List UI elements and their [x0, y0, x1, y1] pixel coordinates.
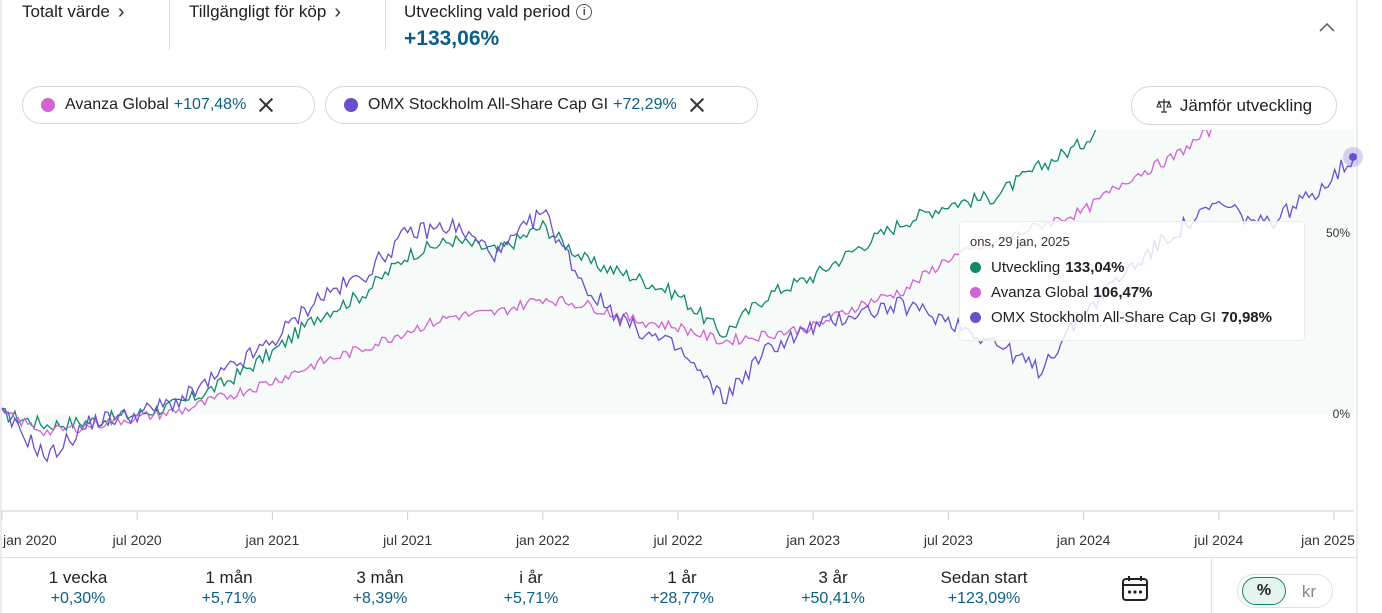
tooltip-series-name: OMX Stockholm All-Share Cap GI [991, 309, 1217, 326]
compare-chip-omx: OMX Stockholm All-Share Cap GI +72,29% [325, 86, 758, 124]
period-since-start[interactable]: Sedan start +123,09% [924, 568, 1044, 608]
close-icon[interactable] [258, 97, 274, 113]
x-tick-label: jul 2022 [652, 532, 702, 548]
period-3-years[interactable]: 3 år +50,41% [773, 568, 893, 608]
period-1-year[interactable]: 1 år +28,77% [622, 568, 742, 608]
scale-icon [1156, 98, 1172, 113]
total-value-label: Totalt värde [22, 2, 110, 21]
period-value: +5,71% [503, 590, 559, 607]
tooltip-row: Avanza Global 106,47% [970, 280, 1294, 305]
compare-button[interactable]: Jämför utveckling [1131, 86, 1337, 125]
tooltip-row: Utveckling 133,04% [970, 255, 1294, 280]
period-value: +50,41% [801, 590, 865, 607]
chart-tooltip: ons, 29 jan, 2025 Utveckling 133,04% Ava… [959, 221, 1305, 341]
divider [169, 0, 170, 50]
period-selector: 1 vecka +0,30% 1 mån +5,71% 3 mån +8,39%… [0, 557, 1356, 613]
period-value: +28,77% [650, 590, 714, 607]
chevron-right-icon: › [117, 1, 125, 23]
chip-name: Avanza Global [65, 96, 169, 113]
tooltip-series-name: Avanza Global [991, 284, 1089, 301]
chip-value: +107,48% [173, 96, 247, 113]
chip-name: OMX Stockholm All-Share Cap GI [368, 96, 609, 113]
unit-toggle: % kr [1237, 574, 1333, 608]
endpoint-dot [1349, 152, 1357, 161]
period-3-months[interactable]: 3 mån +8,39% [320, 568, 440, 608]
chip-value: +72,29% [613, 96, 677, 113]
divider [385, 0, 386, 50]
x-tick-label: jan 2024 [1056, 532, 1111, 548]
period-1-month[interactable]: 1 mån +5,71% [169, 568, 289, 608]
series-color-dot [344, 98, 358, 112]
card-edge-right [1356, 0, 1358, 613]
x-tick-label: jul 2020 [112, 532, 162, 548]
period-ytd[interactable]: i år +5,71% [471, 568, 591, 608]
summary-bar: Totalt värde › Tillgängligt för köp › Ut… [0, 0, 1356, 60]
period-label: i år [519, 568, 543, 587]
y-tick-label: 0% [1333, 407, 1351, 421]
compare-button-label: Jämför utveckling [1179, 95, 1313, 115]
period-label: Sedan start [940, 568, 1028, 587]
series-color-dot [41, 98, 55, 112]
x-tick-label: jan 2023 [785, 532, 840, 548]
tooltip-date: ons, 29 jan, 2025 [970, 234, 1070, 249]
series-color-dot [970, 312, 981, 323]
y-tick-label: 50% [1326, 226, 1350, 240]
period-label: 3 år [818, 568, 848, 587]
series-color-dot [970, 262, 981, 273]
available-link[interactable]: Tillgängligt för köp › [189, 2, 341, 22]
info-icon[interactable]: i [576, 4, 593, 20]
period-value: +123,09% [947, 590, 1021, 607]
x-tick-label: jan 2021 [245, 532, 300, 548]
available-label: Tillgängligt för köp [189, 2, 327, 21]
period-value: +133,06% [404, 27, 500, 50]
compare-chip-avanza-global: Avanza Global +107,48% [22, 86, 315, 124]
tooltip-series-value: 106,47% [1093, 284, 1153, 301]
tooltip-series-value: 70,98% [1221, 309, 1272, 326]
toggle-percent[interactable]: % [1242, 577, 1286, 605]
period-label: Utveckling vald period [404, 2, 571, 21]
tooltip-row: OMX Stockholm All-Share Cap GI 70,98% [970, 305, 1294, 330]
total-value-link[interactable]: Totalt värde › [22, 2, 125, 22]
card-edge-left [0, 0, 2, 613]
period-label: 3 mån [356, 568, 404, 587]
tooltip-series-name: Utveckling [991, 259, 1061, 276]
chevron-up-icon[interactable] [1316, 16, 1338, 38]
calendar-icon[interactable] [1121, 574, 1149, 602]
x-tick-label: jan 2025 [1300, 532, 1355, 548]
period-1-week[interactable]: 1 vecka +0,30% [18, 568, 138, 608]
period-label: 1 år [667, 568, 697, 587]
period-value: +0,30% [50, 590, 106, 607]
period-heading: Utveckling vald period i [404, 2, 593, 22]
period-label: 1 mån [205, 568, 253, 587]
series-line-1 [1, 29, 1355, 437]
series-color-dot [970, 287, 981, 298]
x-tick-label: jan 2022 [515, 532, 570, 548]
x-tick-label: jul 2021 [382, 532, 432, 548]
close-icon[interactable] [689, 97, 705, 113]
x-tick-label: jan 2020 [2, 532, 57, 548]
x-tick-label: jul 2024 [1193, 532, 1243, 548]
period-value: +8,39% [352, 590, 408, 607]
tooltip-series-value: 133,04% [1065, 259, 1125, 276]
divider [1211, 558, 1212, 613]
period-label: 1 vecka [48, 568, 108, 587]
toggle-currency[interactable]: kr [1301, 582, 1317, 601]
x-tick-label: jul 2023 [923, 532, 973, 548]
period-value: +5,71% [201, 590, 257, 607]
chevron-right-icon: › [334, 1, 341, 23]
